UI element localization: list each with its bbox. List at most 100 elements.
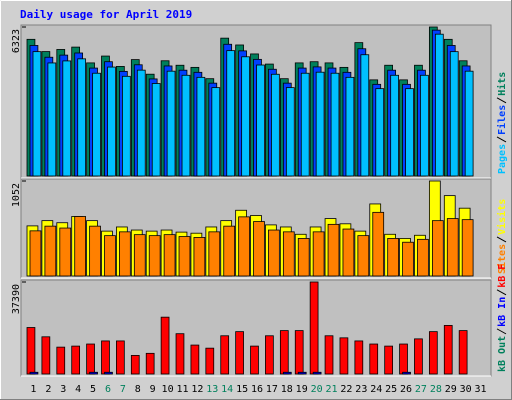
x-tick-label: 21 — [325, 384, 337, 395]
bar — [297, 238, 310, 277]
bar — [387, 238, 399, 277]
bar — [464, 70, 474, 177]
bar — [226, 50, 236, 177]
x-tick-label: 7 — [120, 384, 126, 395]
x-tick-label: 22 — [340, 384, 352, 395]
bar — [160, 316, 170, 375]
bar — [89, 371, 98, 375]
bar — [74, 216, 87, 277]
bar — [163, 234, 176, 277]
bar — [29, 371, 39, 375]
x-tick-label: 20 — [311, 384, 323, 395]
bar — [32, 51, 42, 177]
bar — [271, 73, 280, 177]
x-tick-label: 5 — [90, 384, 96, 395]
bar — [294, 330, 304, 375]
x-tick-label: 15 — [236, 384, 248, 395]
bar — [77, 58, 87, 177]
bar — [458, 330, 468, 375]
legend-label: kB In — [497, 297, 508, 327]
bar — [402, 241, 414, 277]
bar — [122, 75, 131, 177]
y-tick-label: 6323 — [11, 29, 22, 53]
bar — [133, 234, 146, 277]
bar — [253, 221, 265, 277]
bar — [372, 211, 385, 277]
y-tick-label: 1052 — [11, 183, 22, 207]
x-tick-label: 28 — [430, 384, 442, 395]
x-tick-label: 27 — [415, 384, 427, 395]
bar — [414, 338, 423, 375]
bar — [417, 238, 429, 277]
bar — [446, 218, 459, 277]
bar — [312, 371, 322, 375]
x-tick-label: 29 — [445, 384, 457, 395]
legend: kB Out kB In kB F — [496, 264, 508, 372]
chart-title: Daily usage for April 2019 — [20, 8, 192, 21]
bar — [238, 216, 250, 277]
bar — [71, 345, 81, 375]
bar — [196, 76, 206, 177]
bar — [145, 352, 155, 375]
bar — [357, 235, 370, 277]
legend-separator — [496, 289, 507, 296]
bar — [190, 344, 200, 375]
bar — [354, 340, 364, 375]
bar — [62, 60, 72, 177]
bar — [241, 56, 250, 177]
bar — [297, 371, 307, 375]
bar — [309, 281, 319, 375]
legend: Pages Files Hits — [496, 72, 508, 174]
x-tick-label: 4 — [75, 384, 81, 395]
bar — [315, 71, 325, 177]
bar — [428, 331, 438, 375]
bar — [44, 225, 57, 277]
bar — [285, 87, 295, 177]
bar — [339, 337, 349, 375]
x-tick-label: 6 — [105, 384, 111, 395]
bar — [211, 87, 221, 177]
x-tick-label: 18 — [281, 384, 293, 395]
bar — [402, 371, 411, 375]
bar — [443, 325, 453, 375]
bar — [300, 72, 310, 177]
bar — [205, 347, 215, 375]
bar — [279, 330, 289, 375]
bar — [178, 236, 191, 277]
bar — [265, 335, 274, 375]
bar — [41, 336, 51, 375]
bar — [92, 72, 101, 177]
bar — [181, 74, 191, 177]
bar — [420, 74, 429, 177]
legend-separator — [496, 328, 507, 335]
bar — [390, 74, 399, 177]
bar — [29, 230, 42, 277]
bar — [282, 231, 295, 277]
legend-label: Files — [496, 105, 508, 135]
bar — [327, 223, 340, 277]
x-tick-label: 11 — [176, 384, 188, 395]
bar — [208, 231, 221, 277]
bar — [223, 225, 236, 277]
bar — [434, 33, 444, 177]
bar — [47, 62, 57, 177]
bar — [312, 231, 325, 277]
bar — [56, 346, 66, 375]
bar — [431, 220, 444, 277]
bar — [369, 343, 379, 375]
bar — [136, 69, 146, 177]
x-tick-label: 3 — [60, 384, 66, 395]
bar — [26, 327, 36, 375]
legend-separator — [496, 136, 507, 143]
legend-label: Hits — [496, 72, 508, 96]
bar — [256, 64, 265, 177]
bar — [166, 70, 176, 177]
bar — [220, 335, 230, 375]
x-tick-label: 12 — [191, 384, 203, 395]
y-tick-label: 37390 — [11, 284, 22, 314]
bar — [330, 72, 340, 177]
bar — [101, 340, 110, 375]
x-tick-label: 26 — [400, 384, 412, 395]
bar — [461, 219, 474, 277]
